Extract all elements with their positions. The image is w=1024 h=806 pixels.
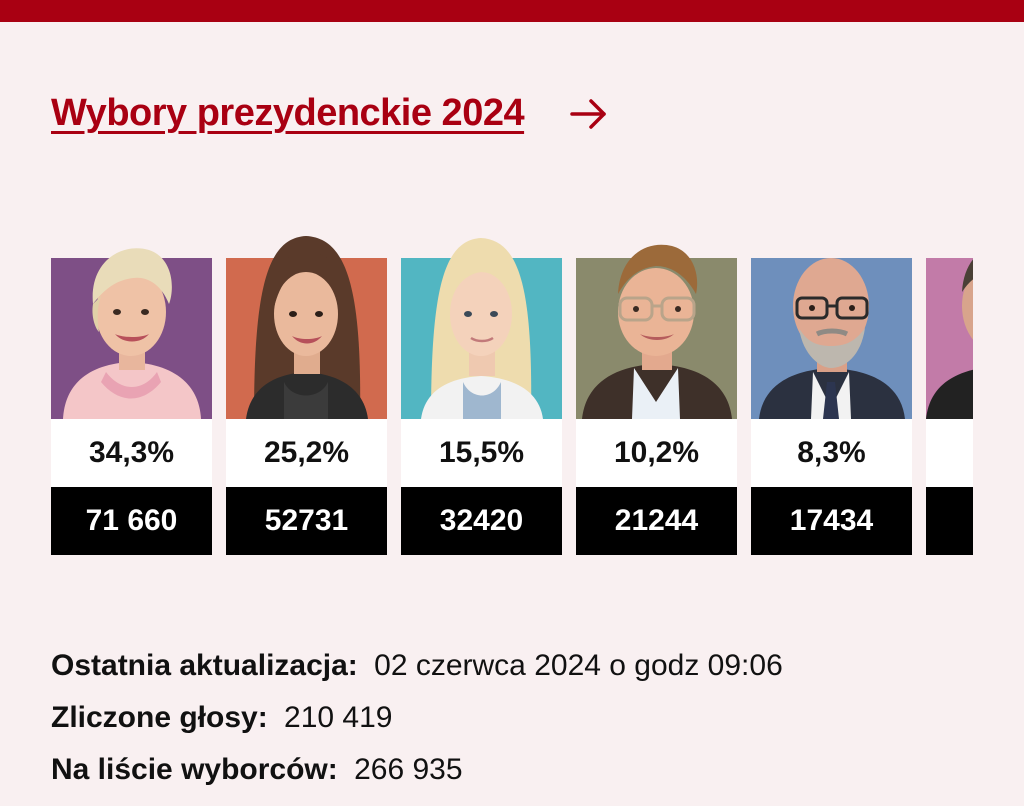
candidate-card[interactable]: 25,2% 52731 xyxy=(226,232,387,555)
candidate-votes: 71 660 xyxy=(51,487,212,555)
voters-list-value: 266 935 xyxy=(354,753,463,786)
last-update-label: Ostatnia aktualizacja: xyxy=(51,649,358,682)
candidate-percent: 10,2% xyxy=(576,419,737,487)
candidate-percent: 8,3% xyxy=(751,419,912,487)
candidate-photo xyxy=(51,232,212,419)
voters-list-row: Na liście wyborców: 266 935 xyxy=(51,744,783,796)
candidate-card[interactable]: 34,3% 71 660 xyxy=(51,232,212,555)
candidate-votes: 1 xyxy=(926,487,973,555)
candidate-photo xyxy=(751,232,912,419)
candidate-portrait xyxy=(63,248,201,419)
section-title-link[interactable]: Wybory prezydenckie 2024 xyxy=(51,92,525,134)
candidate-portrait xyxy=(759,258,905,419)
candidate-percent: 5 xyxy=(926,419,973,487)
last-update-value: 02 czerwca 2024 o godz 09:06 xyxy=(374,649,783,682)
candidate-votes: 21244 xyxy=(576,487,737,555)
candidate-card[interactable]: 5 1 xyxy=(926,232,973,555)
candidate-photo xyxy=(926,232,973,419)
candidate-votes: 32420 xyxy=(401,487,562,555)
candidate-percent: 15,5% xyxy=(401,419,562,487)
candidates-carousel[interactable]: 34,3% 71 660 25,2% 52731 xyxy=(51,232,973,556)
candidate-photo xyxy=(576,232,737,419)
candidate-card[interactable]: 15,5% 32420 xyxy=(401,232,562,555)
counted-votes-row: Zliczone głosy: 210 419 xyxy=(51,692,783,744)
candidate-percent: 25,2% xyxy=(226,419,387,487)
last-update-row: Ostatnia aktualizacja: 02 czerwca 2024 o… xyxy=(51,640,783,692)
counted-votes-label: Zliczone głosy: xyxy=(51,701,268,734)
candidate-photo xyxy=(226,232,387,419)
voters-list-label: Na liście wyborców: xyxy=(51,753,338,786)
section-header: Wybory prezydenckie 2024 xyxy=(51,92,610,135)
candidate-card[interactable]: 10,2% 21244 xyxy=(576,232,737,555)
candidate-portrait xyxy=(926,259,973,419)
candidate-votes: 17434 xyxy=(751,487,912,555)
arrow-right-icon[interactable] xyxy=(568,93,610,135)
candidate-portrait xyxy=(582,244,732,419)
candidate-photo xyxy=(401,232,562,419)
candidate-portrait xyxy=(246,236,368,419)
candidate-percent: 34,3% xyxy=(51,419,212,487)
candidate-votes: 52731 xyxy=(226,487,387,555)
top-accent-bar xyxy=(0,0,1024,22)
candidate-portrait xyxy=(421,238,543,419)
results-info: Ostatnia aktualizacja: 02 czerwca 2024 o… xyxy=(51,640,783,796)
counted-votes-value: 210 419 xyxy=(284,701,393,734)
candidate-card[interactable]: 8,3% 17434 xyxy=(751,232,912,555)
